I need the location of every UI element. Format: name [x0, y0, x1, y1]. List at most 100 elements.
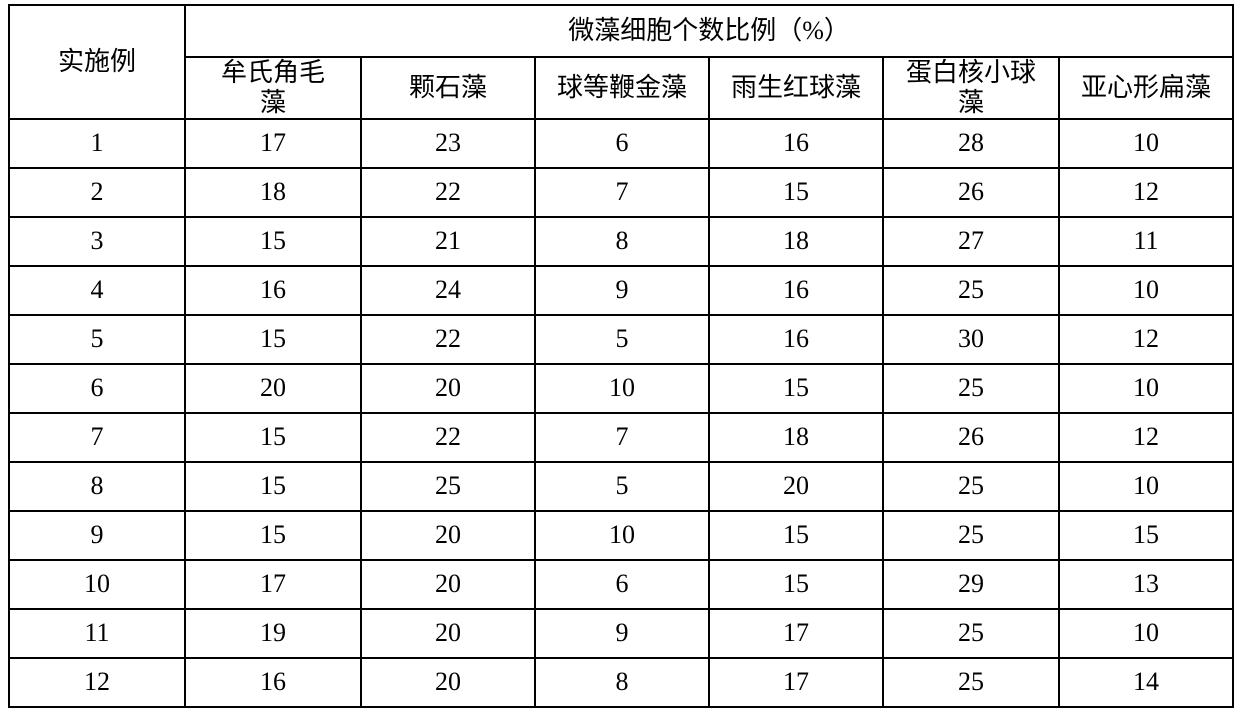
cell: 10	[1133, 275, 1159, 304]
group-header-text: 微藻细胞个数比例（%）	[568, 16, 850, 45]
cell: 20	[435, 667, 461, 696]
cell: 15	[260, 471, 286, 500]
cell: 15	[260, 422, 286, 451]
cell: 5	[616, 471, 629, 500]
cell: 28	[958, 128, 984, 157]
col-header-3: 雨生红球藻	[709, 57, 883, 119]
col-header-1-text: 颗石藻	[409, 73, 487, 102]
cell: 20	[435, 618, 461, 647]
cell: 12	[1133, 177, 1159, 206]
cell: 18	[260, 177, 286, 206]
row-id: 7	[91, 422, 104, 451]
cell: 12	[1133, 324, 1159, 353]
cell: 26	[958, 422, 984, 451]
row-header-label: 实施例	[9, 5, 185, 119]
cell: 20	[260, 373, 286, 402]
cell: 20	[435, 373, 461, 402]
cell: 22	[435, 177, 461, 206]
cell: 25	[435, 471, 461, 500]
cell: 15	[783, 373, 809, 402]
col-header-2: 球等鞭金藻	[535, 57, 709, 119]
row-id: 4	[91, 275, 104, 304]
col-header-5-text: 亚心形扁藻	[1081, 73, 1211, 102]
cell: 15	[783, 177, 809, 206]
row-id: 10	[84, 569, 110, 598]
cell: 24	[435, 275, 461, 304]
cell: 26	[958, 177, 984, 206]
cell: 18	[783, 422, 809, 451]
cell: 22	[435, 422, 461, 451]
table-row: 12 16 20 8 17 25 14	[9, 658, 1233, 707]
table-row: 1 17 23 6 16 28 10	[9, 119, 1233, 168]
row-id: 11	[84, 618, 109, 647]
microalgae-table: 实施例 微藻细胞个数比例（%） 牟氏角毛 藻 颗石藻 球等鞭金藻 雨生红	[8, 4, 1234, 708]
cell: 20	[435, 520, 461, 549]
cell: 10	[1133, 618, 1159, 647]
cell: 6	[616, 569, 629, 598]
row-id: 12	[84, 667, 110, 696]
cell: 20	[783, 471, 809, 500]
cell: 10	[1133, 373, 1159, 402]
table-body: 1 17 23 6 16 28 10 2 18 22 7 15 26 12 3 …	[9, 119, 1233, 707]
table-row: 4 16 24 9 16 25 10	[9, 266, 1233, 315]
cell: 17	[783, 667, 809, 696]
row-id: 2	[91, 177, 104, 206]
col-header-0-line2: 藻	[260, 88, 286, 117]
cell: 23	[435, 128, 461, 157]
col-header-4-line1: 蛋白核小球	[906, 58, 1036, 87]
col-header-4-line2: 藻	[958, 88, 984, 117]
cell: 10	[609, 520, 635, 549]
cell: 25	[958, 373, 984, 402]
cell: 10	[1133, 128, 1159, 157]
table-head: 实施例 微藻细胞个数比例（%） 牟氏角毛 藻 颗石藻 球等鞭金藻 雨生红	[9, 5, 1233, 119]
cell: 6	[616, 128, 629, 157]
cell: 14	[1133, 667, 1159, 696]
cell: 17	[260, 128, 286, 157]
row-id: 6	[91, 373, 104, 402]
cell: 10	[1133, 471, 1159, 500]
col-header-5: 亚心形扁藻	[1059, 57, 1233, 119]
cell: 25	[958, 471, 984, 500]
table-row: 8 15 25 5 20 25 10	[9, 462, 1233, 511]
cell: 25	[958, 667, 984, 696]
cell: 27	[958, 226, 984, 255]
table-row: 10 17 20 6 15 29 13	[9, 560, 1233, 609]
cell: 20	[435, 569, 461, 598]
row-id: 9	[91, 520, 104, 549]
cell: 7	[616, 177, 629, 206]
col-header-4: 蛋白核小球 藻	[883, 57, 1059, 119]
table-container: 实施例 微藻细胞个数比例（%） 牟氏角毛 藻 颗石藻 球等鞭金藻 雨生红	[0, 0, 1240, 712]
row-id: 1	[91, 128, 104, 157]
cell: 16	[783, 275, 809, 304]
col-header-1: 颗石藻	[361, 57, 535, 119]
cell: 18	[783, 226, 809, 255]
cell: 15	[260, 324, 286, 353]
table-row: 7 15 22 7 18 26 12	[9, 413, 1233, 462]
cell: 5	[616, 324, 629, 353]
cell: 16	[260, 667, 286, 696]
cell: 8	[616, 667, 629, 696]
table-row: 6 20 20 10 15 25 10	[9, 364, 1233, 413]
table-row: 5 15 22 5 16 30 12	[9, 315, 1233, 364]
cell: 9	[616, 275, 629, 304]
header-row-2: 牟氏角毛 藻 颗石藻 球等鞭金藻 雨生红球藻 蛋白核小球 藻 亚心形扁藻	[9, 57, 1233, 119]
cell: 22	[435, 324, 461, 353]
header-row-1: 实施例 微藻细胞个数比例（%）	[9, 5, 1233, 57]
cell: 21	[435, 226, 461, 255]
cell: 15	[260, 520, 286, 549]
row-id: 8	[91, 471, 104, 500]
cell: 17	[260, 569, 286, 598]
cell: 11	[1134, 226, 1159, 255]
row-id: 3	[91, 226, 104, 255]
row-id: 5	[91, 324, 104, 353]
cell: 12	[1133, 422, 1159, 451]
cell: 17	[783, 618, 809, 647]
group-header: 微藻细胞个数比例（%）	[185, 5, 1233, 57]
cell: 25	[958, 275, 984, 304]
cell: 15	[783, 569, 809, 598]
cell: 16	[783, 324, 809, 353]
table-row: 2 18 22 7 15 26 12	[9, 168, 1233, 217]
cell: 15	[1133, 520, 1159, 549]
cell: 25	[958, 618, 984, 647]
cell: 15	[260, 226, 286, 255]
